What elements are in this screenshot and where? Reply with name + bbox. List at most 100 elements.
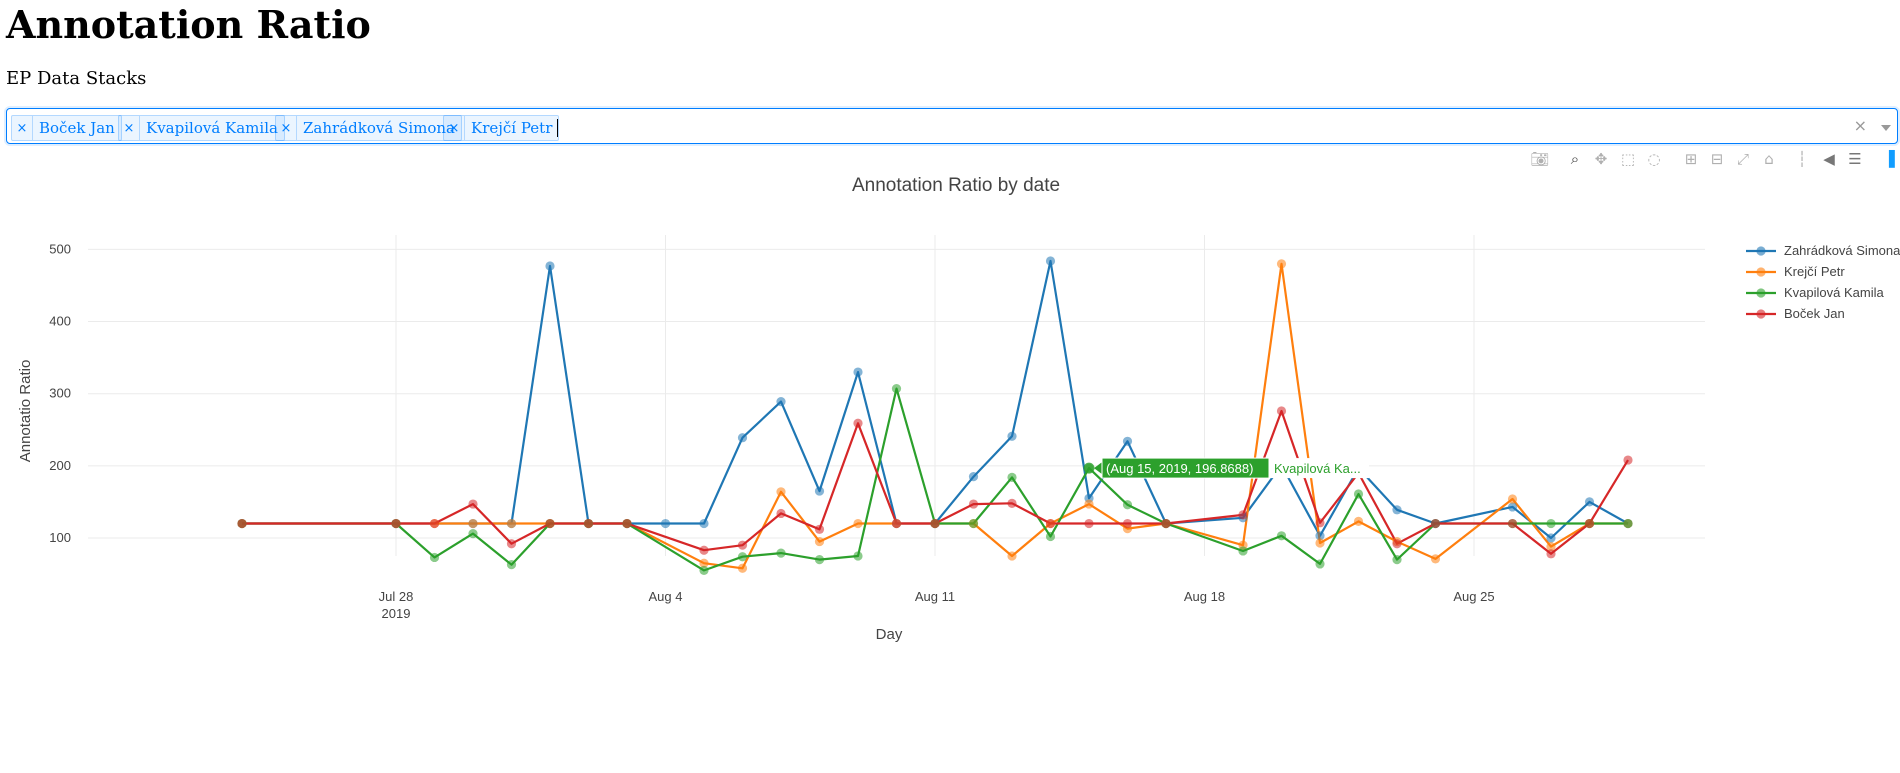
data-point[interactable] [1507,518,1518,529]
data-point[interactable] [891,518,902,529]
data-point[interactable] [545,518,555,529]
zoom-in-icon[interactable]: ⊞ [1684,150,1698,168]
data-point[interactable] [391,518,401,529]
data-point[interactable] [737,433,748,443]
data-point[interactable] [1161,518,1171,529]
data-point[interactable] [1584,518,1595,529]
data-point[interactable] [814,486,825,496]
data-point[interactable] [1276,531,1287,541]
box-select-icon[interactable]: ⬚ [1620,150,1636,168]
legend-item[interactable]: Zahrádková Simona [1746,243,1900,258]
data-point[interactable] [1007,431,1017,441]
data-point[interactable] [699,558,709,568]
selected-tag[interactable]: × Zahrádková Simona [275,115,462,141]
data-point[interactable] [776,487,786,497]
data-point[interactable] [506,518,517,529]
camera-icon[interactable]: 📷︎ [1530,150,1550,168]
data-point[interactable] [468,529,478,539]
data-point[interactable] [699,545,709,555]
data-point[interactable] [1353,468,1364,478]
selected-tag[interactable]: × Boček Jan [11,115,122,141]
data-point[interactable] [1623,518,1633,529]
data-point[interactable] [1276,406,1287,416]
data-point[interactable] [237,518,247,529]
data-point[interactable] [1430,518,1441,529]
data-point[interactable] [1161,518,1171,529]
data-point[interactable] [737,563,748,573]
data-point[interactable] [1238,540,1248,550]
spike-lines-icon[interactable]: ┆ [1797,150,1807,168]
hover-compare-icon[interactable]: ☰ [1848,150,1862,168]
series-line[interactable] [242,259,1629,540]
data-point[interactable] [699,565,709,576]
data-point[interactable] [776,508,786,519]
zoom-icon[interactable]: ⌕ [1570,150,1580,168]
data-point[interactable] [699,518,709,529]
data-point[interactable] [853,518,863,529]
legend-item[interactable]: Kvapilová Kamila [1746,285,1884,300]
data-point[interactable] [1238,510,1248,520]
data-point[interactable] [1084,493,1094,503]
data-point[interactable] [583,518,594,529]
data-point[interactable] [237,518,247,529]
data-point[interactable] [545,518,555,529]
data-point[interactable] [776,548,786,558]
data-point[interactable] [391,518,401,529]
data-point[interactable] [1161,518,1171,529]
data-point[interactable] [776,397,786,407]
data-point[interactable] [660,518,671,529]
legend-item[interactable]: Krejčí Petr [1746,264,1845,279]
data-point[interactable] [1315,518,1325,528]
data-point[interactable] [1353,489,1364,499]
autoscale-icon[interactable]: ⤢ [1736,150,1749,168]
data-point[interactable] [429,552,440,563]
data-point[interactable] [1507,502,1518,512]
data-point[interactable] [237,518,247,529]
data-point[interactable] [1276,460,1287,470]
data-point[interactable] [1546,533,1556,543]
selected-tag[interactable]: × Kvapilová Kamila [118,115,285,141]
data-point[interactable] [1353,516,1364,526]
data-point[interactable] [429,518,440,529]
data-point[interactable] [814,536,825,547]
data-point[interactable] [1007,498,1017,508]
data-point[interactable] [1430,554,1441,564]
data-point[interactable] [545,518,555,529]
data-point[interactable] [1084,463,1094,473]
data-point[interactable] [891,518,902,529]
data-point[interactable] [930,518,940,529]
data-point[interactable] [1238,546,1248,556]
data-point[interactable] [853,418,863,428]
zoom-out-icon[interactable]: ⊟ [1710,150,1724,168]
data-point[interactable] [1392,536,1402,547]
data-point[interactable] [1430,518,1441,529]
data-point[interactable] [1122,500,1133,510]
pan-icon[interactable]: ✥ [1594,150,1608,168]
data-point[interactable] [1584,497,1595,507]
data-point[interactable] [737,540,748,550]
lasso-icon[interactable]: ◌ [1647,150,1661,168]
hover-closest-icon[interactable]: ◀ [1823,150,1835,168]
data-point[interactable] [853,367,863,377]
data-point[interactable] [1276,259,1287,269]
data-point[interactable] [1161,518,1171,529]
data-point[interactable] [737,552,748,562]
data-point[interactable] [1045,531,1056,542]
data-point[interactable] [968,499,979,509]
data-point[interactable] [622,518,632,529]
data-point[interactable] [1392,539,1402,549]
data-point[interactable] [1084,499,1094,509]
data-point[interactable] [1315,538,1325,548]
data-point[interactable] [1353,463,1364,473]
data-point[interactable] [468,499,478,509]
data-point[interactable] [1122,523,1133,534]
data-point[interactable] [1584,518,1595,529]
remove-tag-icon[interactable]: × [276,116,297,140]
data-point[interactable] [1045,256,1056,266]
data-point[interactable] [1315,559,1325,569]
data-point[interactable] [968,518,979,529]
series-line[interactable] [242,262,1628,570]
data-point[interactable] [506,518,517,529]
remove-tag-icon[interactable]: × [12,116,33,140]
data-point[interactable] [1122,436,1133,446]
